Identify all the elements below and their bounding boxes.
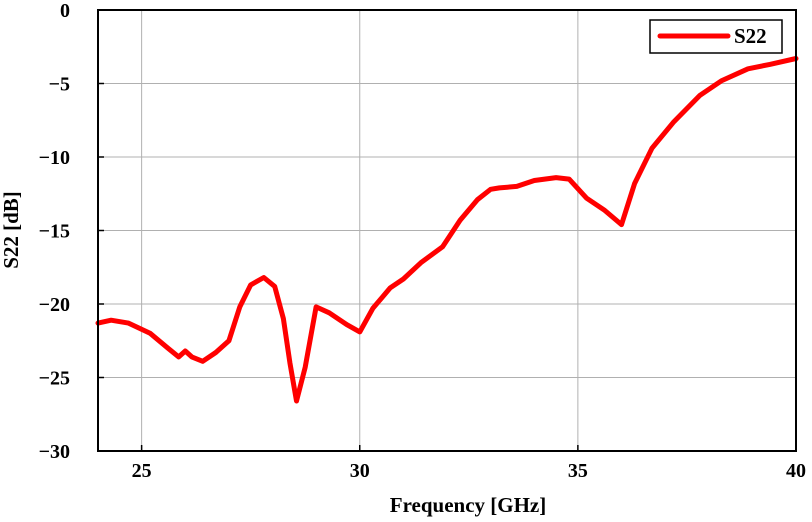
y-tick-label: −5 [49, 74, 70, 96]
y-tick-label: −25 [39, 368, 70, 390]
x-axis-title: Frequency [GHz] [390, 493, 547, 517]
x-tick-label: 35 [568, 460, 588, 482]
y-tick-label: 0 [60, 0, 70, 22]
x-tick-label: 30 [350, 460, 370, 482]
y-tick-label: −15 [39, 221, 70, 243]
y-axis-title: S22 [dB] [0, 191, 23, 269]
x-tick-label: 25 [132, 460, 152, 482]
legend: S22 [649, 19, 783, 54]
y-tick-labels: 0 −5 −10 −15 −20 −25 −30 [39, 0, 104, 463]
y-tick-label: −30 [39, 441, 70, 463]
y-tick-label: −20 [39, 294, 70, 316]
grid [98, 10, 796, 451]
x-tick-label: 40 [786, 460, 806, 482]
x-tick-labels: 25 30 35 40 [132, 445, 806, 482]
legend-label-s22: S22 [734, 24, 767, 48]
y-tick-label: −10 [39, 147, 70, 169]
